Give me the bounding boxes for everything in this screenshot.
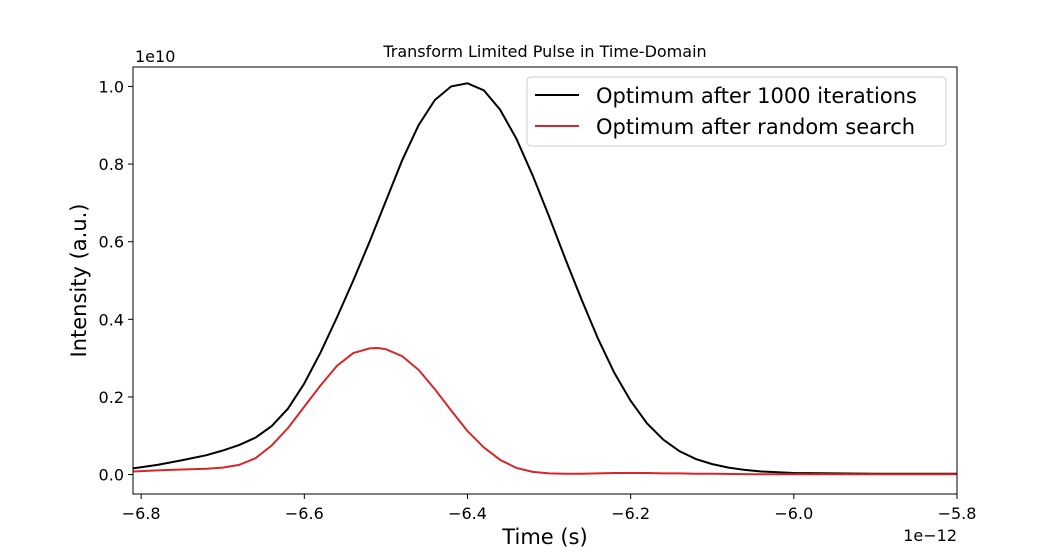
y-tick-label: 0.4 [99, 310, 124, 329]
series-line-1 [133, 82, 957, 475]
legend-label: Optimum after random search [596, 115, 915, 139]
x-tick-label: −6.6 [285, 504, 324, 523]
series-line-2 [133, 347, 957, 476]
y-tick-label: 0.0 [99, 466, 124, 485]
x-axis-offset-text: 1e−12 [903, 526, 957, 545]
legend-box [526, 76, 947, 147]
x-tick-label: −6.0 [774, 504, 813, 523]
y-axis: 0.0 0.2 0.4 0.6 0.8 1.0 [99, 77, 133, 485]
y-tick-label: 0.2 [99, 388, 124, 407]
x-tick-label: −6.2 [611, 504, 650, 523]
x-tick-label: −6.8 [122, 504, 161, 523]
y-axis-label: Intensity (a.u.) [67, 204, 91, 358]
plot-frame [132, 66, 958, 495]
chart-title: Transform Limited Pulse in Time-Domain [382, 42, 706, 61]
x-tick-label: −5.8 [938, 504, 977, 523]
y-axis-offset-text: 1e10 [135, 47, 175, 66]
x-axis-label: Time (s) [501, 525, 587, 549]
x-axis: −6.8 −6.6 −6.4 −6.2 −6.0 −5.8 [122, 494, 977, 523]
plot-area [132, 66, 958, 495]
legend: Optimum after 1000 iterations Optimum aft… [526, 76, 947, 147]
y-tick-label: 0.8 [99, 155, 124, 174]
legend-label: Optimum after 1000 iterations [596, 84, 917, 108]
y-tick-label: 0.6 [99, 233, 124, 252]
y-tick-label: 1.0 [99, 77, 124, 96]
x-tick-label: −6.4 [448, 504, 487, 523]
